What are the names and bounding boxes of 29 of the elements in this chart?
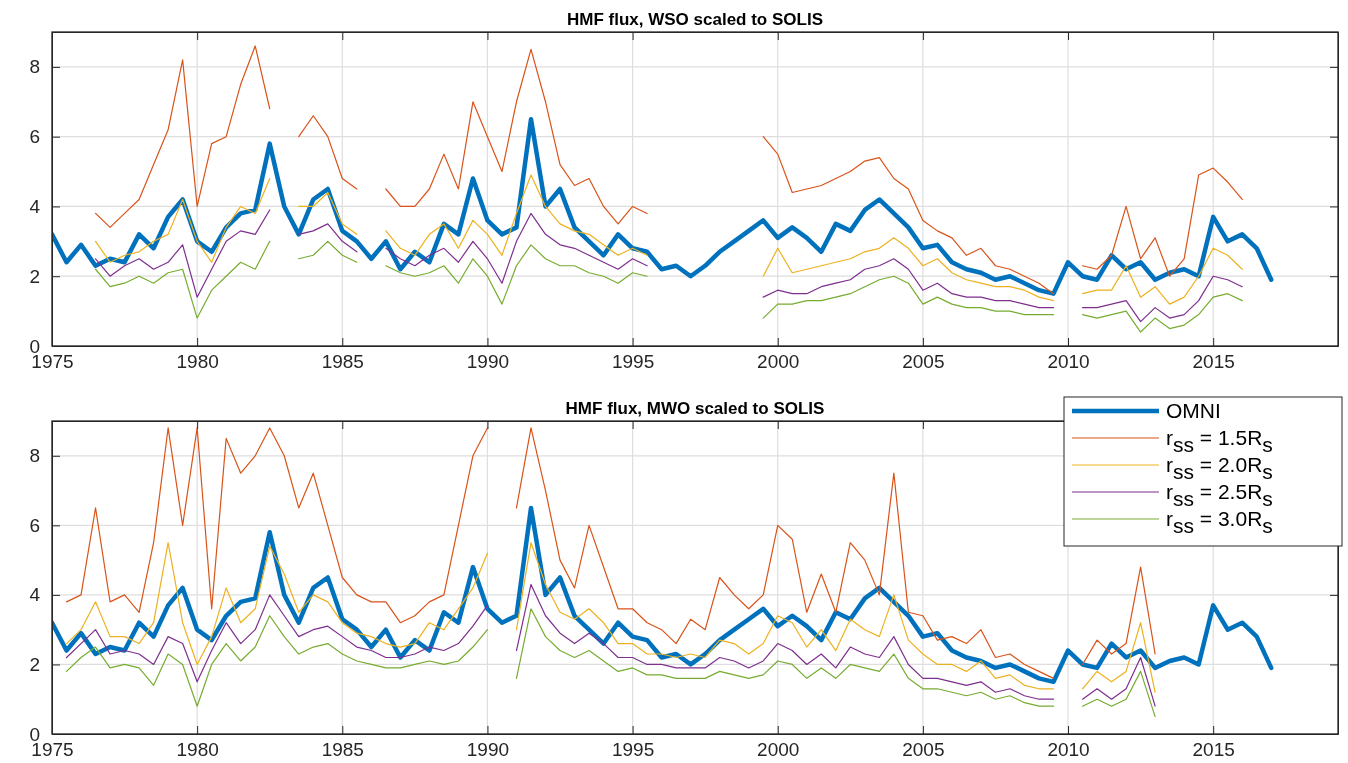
x-tick-label: 2015: [1192, 738, 1235, 760]
y-tick-label: 4: [29, 196, 41, 218]
x-tick-label: 1985: [321, 350, 364, 372]
x-tick-label: 2005: [902, 350, 945, 372]
x-tick-label: 2000: [757, 738, 800, 760]
x-tick-label: 2015: [1192, 350, 1235, 372]
legend-label: OMNI: [1166, 399, 1221, 422]
x-tick-label: 1980: [176, 738, 219, 760]
chart-title: HMF flux, MWO scaled to SOLIS: [565, 399, 825, 418]
x-tick-label: 2000: [757, 350, 800, 372]
line-series: [52, 116, 1274, 296]
x-tick-label: 2010: [1047, 738, 1090, 760]
y-tick-label: 2: [29, 265, 40, 287]
x-tick-label: 2005: [902, 738, 945, 760]
x-tick-label: 1990: [466, 350, 510, 372]
y-tick-label: 8: [29, 445, 40, 467]
y-tick-label: 2: [29, 654, 40, 676]
x-tick-label: 1980: [176, 350, 219, 372]
x-tick-label: 1990: [466, 738, 510, 760]
x-tick-label: 1995: [611, 738, 655, 760]
x-tick-label: 1985: [321, 738, 364, 760]
y-tick-label: 4: [29, 584, 41, 606]
y-tick-label: 6: [29, 514, 40, 536]
line-series: [52, 505, 1274, 685]
x-tick-label: 2010: [1047, 350, 1090, 372]
chart-title: HMF flux, WSO scaled to SOLIS: [567, 10, 823, 29]
y-tick-label: 6: [29, 126, 40, 148]
x-tick-label: 1995: [611, 350, 655, 372]
y-tick-label: 8: [29, 56, 40, 78]
